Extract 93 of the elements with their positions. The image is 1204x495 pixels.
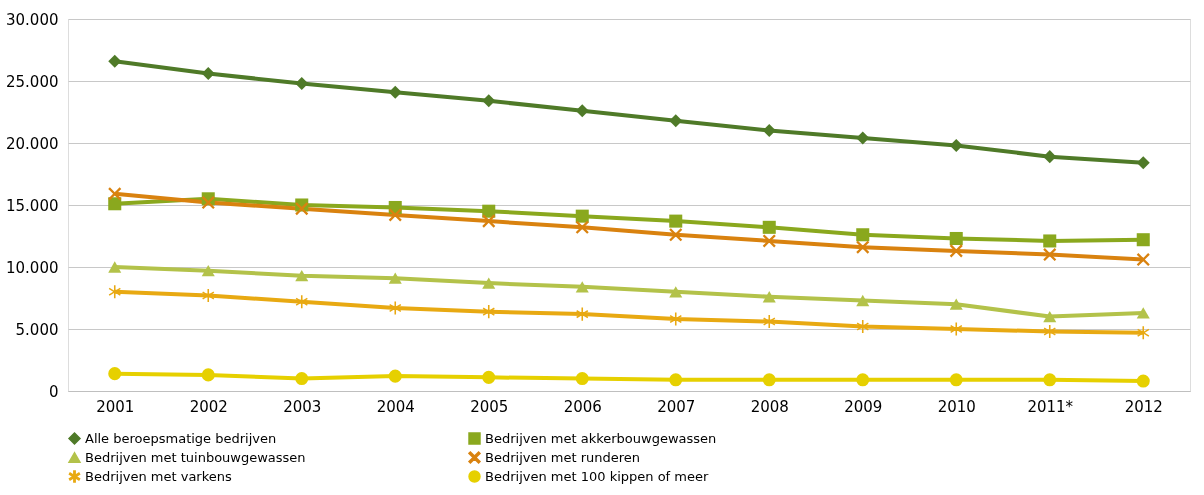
- point: [856, 228, 870, 242]
- point: [1043, 310, 1057, 323]
- legend-label: Bedrijven met runderen: [485, 449, 641, 465]
- x-tick-label: 2012: [1124, 397, 1163, 416]
- point: [762, 124, 776, 138]
- point: [201, 265, 215, 277]
- y-tick-label: 30.000: [6, 10, 59, 29]
- x-tick-label: 2011*: [1027, 397, 1074, 416]
- x-tick-label: 2008: [750, 397, 789, 416]
- point: [669, 312, 682, 326]
- x-tick-label: 2006: [563, 397, 602, 416]
- legend-label: Alle beroepsmatige bedrijven: [85, 430, 277, 446]
- point: [295, 295, 308, 309]
- point: [1043, 248, 1057, 262]
- y-tick-label: 20.000: [6, 134, 59, 153]
- point: [762, 291, 776, 303]
- point: [482, 305, 495, 319]
- point: [950, 322, 963, 336]
- point: [388, 208, 402, 222]
- point: [295, 202, 309, 216]
- point: [482, 94, 496, 108]
- legend-label: Bedrijven met akkerbouwgewassen: [485, 430, 717, 446]
- y-tick-label: 0: [48, 382, 59, 401]
- point: [482, 214, 496, 228]
- point: [762, 220, 776, 234]
- point: [108, 261, 122, 273]
- point: [388, 85, 402, 99]
- x-tick-label: 2010: [937, 397, 976, 416]
- point: [1137, 326, 1150, 340]
- x-tick-label: 2003: [283, 397, 322, 416]
- point: [669, 228, 683, 242]
- point: [669, 286, 683, 298]
- point: [575, 281, 589, 293]
- point: [388, 272, 402, 284]
- point: [388, 369, 402, 383]
- point: [575, 209, 589, 223]
- point: [1043, 234, 1057, 248]
- y-tick-label: 15.000: [6, 196, 59, 215]
- point: [856, 240, 870, 254]
- point: [1136, 374, 1150, 388]
- point: [669, 214, 683, 228]
- y-tick-label: 5.000: [15, 320, 59, 339]
- point: [1043, 373, 1057, 387]
- point: [201, 196, 215, 210]
- point: [669, 373, 683, 387]
- x-tick-label: 2004: [376, 397, 415, 416]
- point: [949, 373, 963, 387]
- point: [482, 370, 496, 384]
- point: [575, 220, 589, 234]
- point: [108, 367, 122, 381]
- point: [949, 231, 963, 245]
- point: [576, 307, 589, 321]
- point: [1136, 253, 1150, 267]
- point: [295, 372, 309, 386]
- point: [482, 277, 496, 289]
- point: [295, 270, 309, 282]
- point: [856, 294, 870, 307]
- point: [575, 104, 589, 118]
- y-tick-label: 10.000: [6, 258, 59, 277]
- point: [389, 301, 402, 315]
- point: [1043, 150, 1057, 164]
- point: [201, 368, 215, 382]
- point: [108, 285, 121, 299]
- point: [762, 234, 776, 248]
- x-tick-label: 2005: [470, 397, 509, 416]
- x-tick-label: 2002: [189, 397, 228, 416]
- x-tick-label: 2009: [844, 397, 883, 416]
- point: [202, 289, 215, 303]
- point: [575, 372, 589, 386]
- point: [856, 320, 869, 334]
- point: [1136, 307, 1150, 319]
- y-tick-label: 25.000: [6, 72, 59, 91]
- legend-label: Bedrijven met 100 kippen of meer: [485, 468, 709, 484]
- legend-label: Bedrijven met tuinbouwgewassen: [85, 449, 306, 465]
- point: [1136, 156, 1150, 170]
- point: [949, 244, 963, 258]
- point: [949, 138, 963, 152]
- x-tick-label: 2007: [657, 397, 696, 416]
- point: [201, 67, 215, 81]
- point: [949, 298, 963, 310]
- point: [108, 187, 122, 201]
- point: [763, 315, 776, 329]
- legend-label: Bedrijven met varkens: [85, 468, 232, 484]
- point: [669, 114, 683, 128]
- point: [1043, 324, 1056, 338]
- point: [762, 373, 776, 387]
- point: [856, 131, 870, 145]
- point: [108, 54, 122, 68]
- point: [856, 373, 870, 387]
- x-tick-label: 2001: [96, 397, 135, 416]
- point: [1136, 233, 1150, 247]
- point: [482, 204, 496, 218]
- point: [295, 76, 309, 90]
